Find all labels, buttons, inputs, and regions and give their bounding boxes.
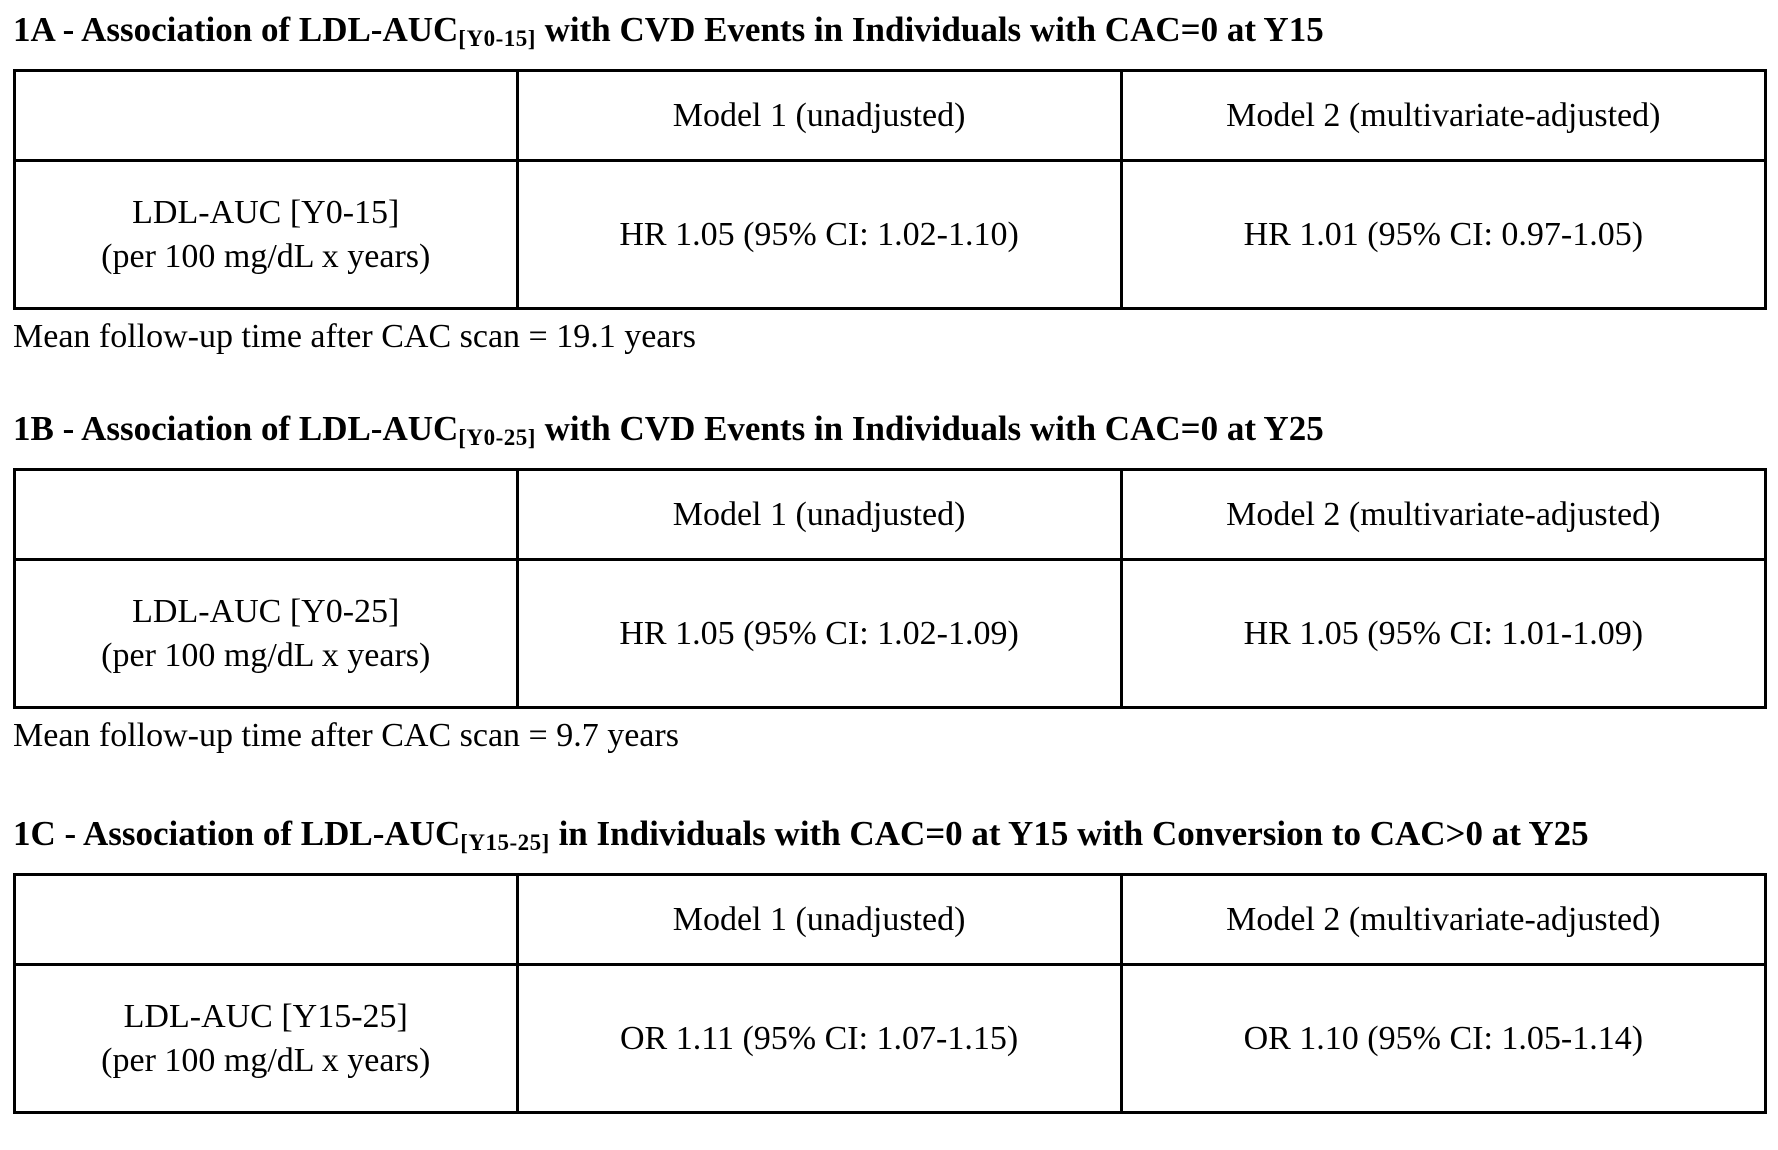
- row-label-line2: (per 100 mg/dL x years): [101, 636, 431, 674]
- section-1c-title: 1C - Association of LDL-AUC[Y15-25] in I…: [13, 812, 1767, 865]
- table-data-row: LDL-AUC [Y15-25] (per 100 mg/dL x years)…: [13, 963, 1768, 1115]
- followup-footnote-1b: Mean follow-up time after CAC scan = 9.7…: [13, 717, 679, 755]
- model1-value-cell: OR 1.11 (95% CI: 1.07-1.15): [515, 963, 1123, 1115]
- model2-header-cell: Model 2 (multivariate-adjusted): [1119, 69, 1768, 163]
- table-header-row: Model 1 (unadjusted) Model 2 (multivaria…: [13, 873, 1768, 967]
- row-label-cell: LDL-AUC [Y0-25] (per 100 mg/dL x years): [13, 558, 519, 710]
- results-table-1c: Model 1 (unadjusted) Model 2 (multivaria…: [13, 873, 1768, 1115]
- empty-corner-cell: [13, 69, 519, 163]
- section-1a: 1A - Association of LDL-AUC[Y0-15] with …: [13, 8, 1768, 359]
- empty-corner-cell: [13, 468, 519, 562]
- title-suffix: with CVD Events in Individuals with CAC=…: [535, 10, 1324, 49]
- results-table-1b: Model 1 (unadjusted) Model 2 (multivaria…: [13, 468, 1768, 710]
- model1-header-cell: Model 1 (unadjusted): [515, 69, 1123, 163]
- section-gap: [13, 359, 1767, 407]
- table-data-row: LDL-AUC [Y0-15] (per 100 mg/dL x years) …: [13, 159, 1768, 311]
- title-subscript: [Y15-25]: [460, 830, 550, 856]
- followup-footnote-1a: Mean follow-up time after CAC scan = 19.…: [13, 318, 696, 356]
- title-suffix: with CVD Events in Individuals with CAC=…: [535, 409, 1324, 449]
- row-label-cell: LDL-AUC [Y0-15] (per 100 mg/dL x years): [13, 159, 519, 311]
- results-table-1a: Model 1 (unadjusted) Model 2 (multivaria…: [13, 69, 1768, 311]
- row-label-line1: LDL-AUC [Y0-25]: [132, 592, 400, 630]
- title-subscript: [Y0-15]: [458, 26, 536, 52]
- model2-value-cell: HR 1.01 (95% CI: 0.97-1.05): [1119, 159, 1768, 311]
- title-prefix: 1C - Association of LDL-AUC: [13, 814, 461, 854]
- model2-value-cell: OR 1.10 (95% CI: 1.05-1.14): [1119, 963, 1768, 1115]
- row-label-cell: LDL-AUC [Y15-25] (per 100 mg/dL x years): [13, 963, 519, 1115]
- model1-value-cell: HR 1.05 (95% CI: 1.02-1.09): [515, 558, 1123, 710]
- table-header-row: Model 1 (unadjusted) Model 2 (multivaria…: [13, 468, 1768, 562]
- model1-header-cell: Model 1 (unadjusted): [515, 873, 1123, 967]
- title-prefix: 1A - Association of LDL-AUC: [13, 10, 459, 49]
- row-label-line1: LDL-AUC [Y15-25]: [123, 997, 408, 1035]
- section-1a-title: 1A - Association of LDL-AUC[Y0-15] with …: [13, 8, 1767, 61]
- table-data-row: LDL-AUC [Y0-25] (per 100 mg/dL x years) …: [13, 558, 1768, 710]
- row-label-line1: LDL-AUC [Y0-15]: [132, 193, 400, 231]
- section-gap: [13, 758, 1767, 812]
- model1-header-cell: Model 1 (unadjusted): [515, 468, 1123, 562]
- model2-value-cell: HR 1.05 (95% CI: 1.01-1.09): [1119, 558, 1768, 710]
- section-1b-title: 1B - Association of LDL-AUC[Y0-25] with …: [13, 407, 1767, 460]
- section-1b: 1B - Association of LDL-AUC[Y0-25] with …: [13, 407, 1768, 758]
- row-label-line2: (per 100 mg/dL x years): [101, 1041, 431, 1079]
- title-prefix: 1B - Association of LDL-AUC: [13, 409, 459, 449]
- row-label-line2: (per 100 mg/dL x years): [101, 237, 431, 275]
- empty-corner-cell: [13, 873, 519, 967]
- table-header-row: Model 1 (unadjusted) Model 2 (multivaria…: [13, 69, 1768, 163]
- title-subscript: [Y0-25]: [458, 425, 536, 451]
- model2-header-cell: Model 2 (multivariate-adjusted): [1119, 468, 1768, 562]
- model1-value-cell: HR 1.05 (95% CI: 1.02-1.10): [515, 159, 1123, 311]
- model2-header-cell: Model 2 (multivariate-adjusted): [1119, 873, 1768, 967]
- section-1c: 1C - Association of LDL-AUC[Y15-25] in I…: [13, 812, 1768, 1115]
- title-suffix: in Individuals with CAC=0 at Y15 with Co…: [549, 814, 1589, 854]
